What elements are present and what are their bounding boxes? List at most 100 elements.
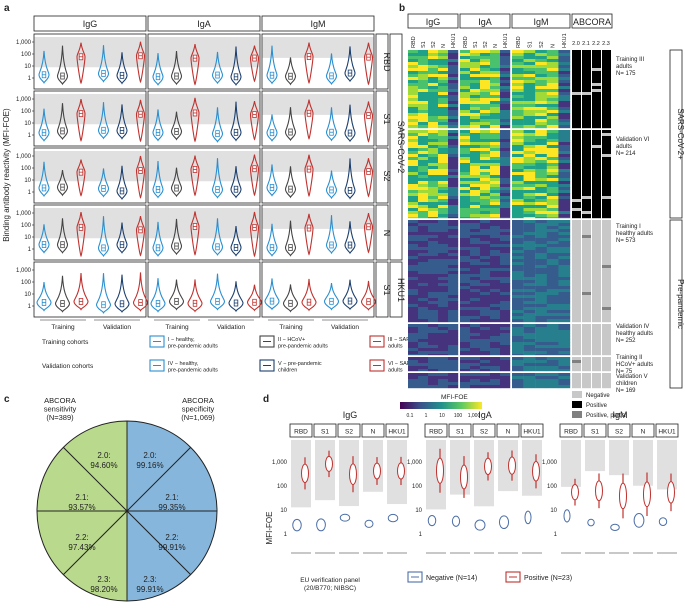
heatmap-cell [523,110,536,114]
heatmap-cell [523,74,536,78]
heatmap-cell [523,166,536,170]
heatmap-column-headers: RBD S1 S2 N HKU1 RBD S1 S2 N HKU1 RBD S1 S2 N HKU1 2.0 2… [411,33,610,48]
heatmap-cell [546,339,559,343]
heatmap-cell [512,178,524,182]
d-legend-label: Negative (N=14) [426,575,477,582]
heatmap-cell [490,310,501,314]
heatmap-cell [535,348,547,352]
abcora-cell [582,268,591,272]
heatmap-cell [438,376,449,380]
heatmap-cell [428,59,439,63]
specificity-title: ABCORA specificity (N=1,069) [181,396,215,422]
abcora-cell [572,193,581,197]
d-antigen-strip [472,423,496,438]
heatmap-cell [558,59,571,63]
colorbar: MFI-FOE 0.1 1 10 100 1,000 [400,394,482,419]
heatmap-cell [546,184,559,188]
heatmap-cell [512,229,524,233]
heatmap-cell [558,271,571,275]
heatmap-cell [480,259,491,263]
sensitivity-version: 2.1: [75,493,88,502]
heatmap-cell [460,169,471,173]
heatmap-cell [490,268,501,272]
heatmap-cell [490,71,501,75]
heatmap-cell [490,205,501,209]
heatmap-cell [408,202,419,206]
heatmap-cell [470,351,481,355]
heatmap-cell [535,160,547,164]
heatmap-cell [448,244,459,248]
heatmap-cell [535,324,547,328]
d-pos-violin [301,463,309,484]
heatmap-cell [512,247,524,251]
heatmap-cell [490,238,501,242]
abcora-cell [572,247,581,251]
heatmap-cell [490,220,501,224]
abcora-cell [572,160,581,164]
heatmap-cell [438,280,449,284]
abcora-cell [582,56,591,60]
abcora-cell [602,172,611,176]
heatmap-cell [535,247,547,251]
strip-igm [261,15,375,32]
heatmap-cell [512,262,524,266]
heatmap-cell [438,271,449,275]
heatmap-cell [438,369,449,372]
abcora-cell [582,104,591,108]
heatmap-cell [448,316,459,320]
heatmap-cell [523,330,536,334]
heatmap-cell [418,310,429,314]
abcora-cell [592,92,601,96]
heatmap-cell [428,262,439,266]
heatmap-cell [428,98,439,102]
heatmap-cell [418,107,429,111]
d-antigen-label: RBD [429,429,443,436]
heatmap-cell [490,295,501,299]
facet-frame [33,261,147,318]
d-y-tick-label: 10 [550,508,557,514]
heatmap-cell [428,292,439,296]
heatmap-cell [470,360,481,364]
heatmap-cell [408,339,419,343]
heatmap-cell [512,357,524,361]
heatmap-cell [480,232,491,236]
abcora-cell [602,298,611,302]
d-cutoff-band [339,440,359,507]
heatmap-cell [470,342,481,346]
heatmap-cell [546,226,559,230]
abcora-cell [592,342,601,346]
abcora-cell [592,151,601,155]
heatmap-cell [523,80,536,84]
heatmap-cell [470,373,481,377]
abcora-cell [572,208,581,212]
heatmap-cell [438,333,449,337]
abcora-cell [592,277,601,281]
heatmap-cell [418,342,429,346]
heatmap-cell [460,277,471,281]
heatmap-cell [470,319,481,323]
abcora-cell [582,53,591,57]
heatmap-cell [428,163,439,167]
heatmap-cell [418,175,429,179]
panel-a-facets: 1,0001001011,0001001011,0001001011,00010… [16,33,377,331]
heatmap-cell [523,133,536,137]
panel-a-antigen-strips: RBD S1 S2 N S1 SARS-CoV-2 HKU1 [375,33,406,318]
heatmap-cell [418,68,429,72]
heatmap-cell [480,199,491,203]
heatmap-cell [470,369,481,372]
heatmap-cell [408,107,419,111]
heatmap-cell [558,214,571,218]
heatmap-cell [470,229,481,233]
abcora-cell [592,157,601,161]
abcora-cell [582,133,591,137]
heatmap-cell [490,366,501,370]
heatmap-cell [490,133,501,137]
heatmap-cell [428,71,439,75]
abcora-cell [592,238,601,242]
heatmap-cell [470,95,481,99]
abcora-cell [572,101,581,105]
text-line: N= 175 [616,71,636,77]
heatmap-cell [535,253,547,257]
heatmap-cell [470,196,481,200]
heatmap-cell [523,89,536,93]
